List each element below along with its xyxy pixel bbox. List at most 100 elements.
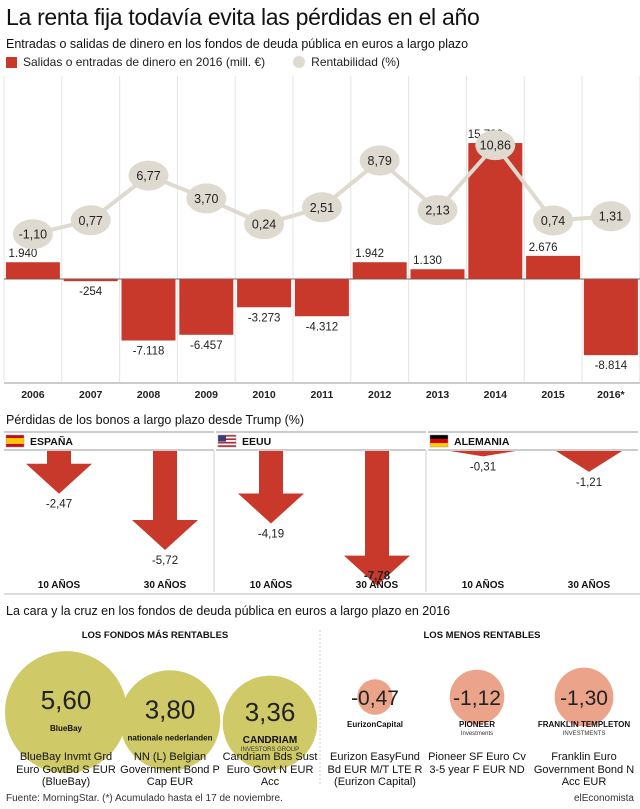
fund-name: Candriam Bds Sust Euro Govt N EUR Acc [222, 751, 318, 788]
yield-label: 1,31 [599, 210, 623, 224]
bonds-chart: ESPAÑA EEUU ALEMANIA -2,47 10 AÑOS -5,72 30 AÑ… [4, 431, 640, 595]
bar-2015 [526, 255, 581, 279]
fund-bubble [449, 669, 505, 725]
yield-label: -1,10 [19, 228, 48, 242]
fund-value: -1,30 [560, 687, 608, 710]
flag-stripe [430, 439, 448, 443]
yield-label: 0,74 [541, 214, 565, 228]
bar-2013 [410, 269, 465, 279]
bar-label: -6.457 [190, 340, 223, 352]
term-label: 30 AÑOS [144, 578, 187, 591]
yield-label: 3,70 [194, 192, 218, 206]
year-label: 2016* [597, 389, 625, 401]
flag-border [5, 434, 25, 448]
loss-arrow-EEUU-10 AÑOS [238, 451, 304, 524]
flag-stripe [430, 443, 448, 447]
funds-chart-title: La cara y la cruz en los fondos de deuda… [6, 604, 451, 618]
year-label: 2014 [484, 389, 508, 401]
loss-label: -0,31 [470, 461, 496, 473]
worst-funds-label: LOS MENOS RENTABLES [424, 630, 541, 641]
fund-name: Eurizon EasyFund Bd EUR M/T LTE R (Euriz… [327, 751, 423, 788]
fund-bubble [554, 667, 614, 727]
loss-label: -4,19 [258, 528, 284, 540]
yield-label: 8,79 [368, 154, 392, 168]
chart-subtitle: Entradas o salidas de dinero en los fond… [6, 37, 469, 51]
fund-logo: PIONEER [459, 720, 495, 729]
yield-point [128, 160, 169, 191]
fund-name: NN (L) Belgian Government Bond P Cap EUR [120, 751, 220, 788]
flag-border [217, 434, 237, 448]
bar-2012 [352, 262, 407, 279]
yield-point [475, 130, 516, 161]
loss-label: -2,47 [46, 499, 72, 511]
year-label: 2008 [137, 389, 161, 401]
funds-chart: LOS FONDOS MÁS RENTABLES LOS MENOS RENTAB… [4, 630, 631, 786]
bar-label: 1.940 [9, 248, 38, 260]
chart-title: La renta fija todavía evita las pérdidas… [6, 4, 480, 30]
fund-bubble [119, 670, 221, 771]
yield-label: 2,13 [425, 204, 449, 218]
fund-logo-sub: INVESTMENTS [563, 731, 606, 737]
bonds-chart-title: Pérdidas de los bonos a largo plazo desd… [6, 413, 305, 427]
flag-stripe [6, 444, 24, 447]
flag-stripe [6, 438, 24, 444]
bar-label: -254 [79, 286, 103, 298]
legend-dot-swatch [293, 56, 306, 68]
flag-border [429, 434, 449, 448]
yield-label: 0,24 [252, 218, 276, 232]
fund-name: BlueBay Invmt Grd Euro GovtBd S EUR (Blu… [16, 751, 116, 788]
loss-label: -5,72 [152, 555, 178, 567]
yield-point [590, 201, 631, 232]
best-funds-label: LOS FONDOS MÁS RENTABLES [82, 630, 229, 641]
yield-point [244, 209, 285, 240]
fund-bubble [357, 679, 393, 715]
bar-label: -4.312 [306, 321, 339, 333]
year-label: 2013 [426, 389, 450, 401]
brand: elEconomista [573, 793, 634, 804]
yield-point [186, 183, 227, 214]
term-label: 10 AÑOS [38, 578, 81, 591]
year-label: 2009 [195, 389, 219, 401]
fund-bubble [222, 675, 318, 771]
yield-point [533, 205, 574, 236]
flag-stripe [218, 441, 236, 444]
yield-label: 0,77 [79, 214, 103, 228]
yield-point [70, 205, 111, 236]
flag-canton [218, 435, 226, 442]
year-label: 2012 [368, 389, 392, 401]
fund-logo: FRANKLIN TEMPLETON [538, 720, 631, 729]
country-label: EEUU [242, 436, 271, 448]
fund-value: 3,80 [145, 695, 196, 725]
loss-arrow-ALEMANIA-30 AÑOS [556, 451, 622, 472]
bar-2007 [63, 279, 118, 282]
bar-2006 [5, 262, 60, 279]
yield-point [359, 145, 400, 176]
yield-label: 6,77 [136, 169, 160, 183]
fund-name: Franklin Euro Government Bond N Acc EUR [533, 751, 635, 788]
fund-logo: CANDRIAM [243, 735, 297, 746]
bar-2010 [237, 279, 292, 308]
flag-stripe [218, 438, 236, 441]
fund-logo: EurizonCapital [347, 720, 403, 729]
term-label: 10 AÑOS [462, 578, 505, 591]
year-label: 2015 [541, 389, 565, 401]
bar-label: -7.118 [133, 345, 165, 357]
loss-arrow-ESPAÑA-10 AÑOS [26, 451, 92, 494]
legend: Salidas o entradas de dinero en 2016 (mi… [6, 55, 400, 69]
bar-label: 1.130 [413, 255, 442, 267]
yield-point [301, 192, 342, 223]
flag-stripe [218, 445, 236, 447]
loss-label: -1,21 [576, 477, 602, 489]
legend-dot-label: Rentabilidad (%) [311, 55, 400, 69]
loss-arrow-ALEMANIA-10 AÑOS [450, 451, 516, 457]
fund-bubble [4, 651, 128, 774]
yield-point [417, 195, 458, 226]
flag-stripe [218, 435, 236, 437]
flows-chart: 1.940 -254 -7.118 -6.457 -3.273 -4.312 1.942 1.… [3, 76, 640, 401]
year-label: 2011 [311, 389, 334, 401]
flag-stripe [6, 435, 24, 438]
bar-label: -8.814 [595, 360, 628, 372]
flag-stripe [218, 436, 236, 439]
yield-label: 10,86 [480, 139, 511, 153]
fund-name: Pioneer SF Euro Cv 3-5 year F EUR ND [428, 751, 526, 776]
